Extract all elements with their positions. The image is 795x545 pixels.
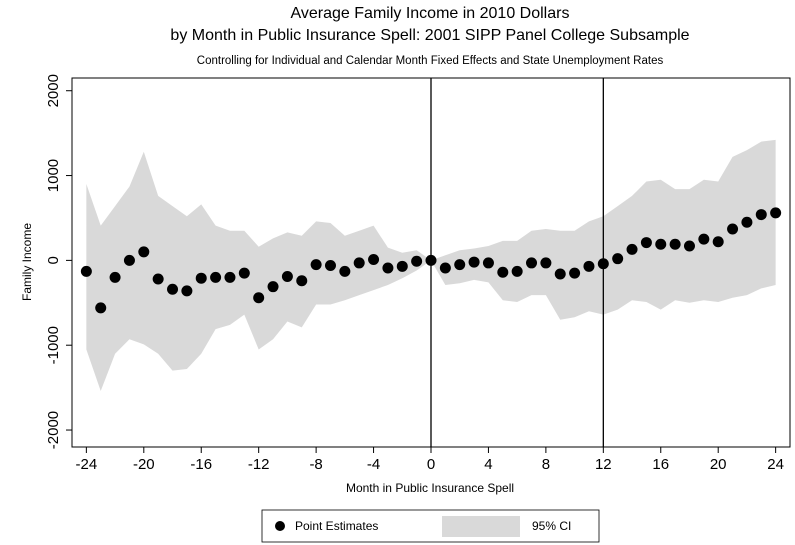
point	[353, 257, 365, 269]
point	[224, 271, 236, 283]
point	[181, 285, 193, 297]
point	[497, 266, 509, 278]
point	[626, 243, 638, 255]
y-tick-label: 0	[45, 256, 62, 264]
point	[123, 254, 135, 266]
point	[554, 268, 566, 280]
point	[396, 260, 408, 272]
chart-subtitle: by Month in Public Insurance Spell: 2001…	[170, 27, 689, 44]
point	[655, 238, 667, 250]
point	[195, 272, 207, 284]
point	[597, 258, 609, 270]
x-tick-label: 24	[767, 456, 784, 473]
chart-note: Controlling for Individual and Calendar …	[197, 55, 664, 67]
x-tick-label: -8	[309, 456, 322, 473]
point	[683, 240, 695, 252]
point	[296, 275, 308, 287]
point	[411, 255, 423, 267]
y-tick-label: 2000	[45, 74, 62, 107]
point	[612, 253, 624, 265]
point	[382, 262, 394, 274]
point	[526, 257, 538, 269]
legend-label: Point Estimates	[295, 519, 378, 533]
point	[238, 267, 250, 279]
x-tick-label: 16	[652, 456, 669, 473]
x-tick-label: 8	[542, 456, 550, 473]
point	[540, 257, 552, 269]
y-tick-label: 1000	[45, 159, 62, 192]
x-tick-label: -20	[133, 456, 155, 473]
point	[468, 256, 480, 268]
y-tick-label: -1000	[45, 326, 62, 364]
point	[324, 259, 336, 271]
y-axis-title: Family Income	[20, 223, 34, 301]
x-tick-label: 12	[595, 456, 612, 473]
ci-band	[86, 139, 776, 392]
point	[95, 302, 107, 314]
legend: Point Estimates 95% CI	[261, 509, 600, 543]
point	[167, 283, 179, 295]
legend-box	[261, 509, 600, 543]
y-tick-label: -2000	[45, 411, 62, 449]
legend-swatch	[442, 516, 520, 537]
point	[727, 223, 739, 235]
point	[511, 265, 523, 277]
point	[755, 209, 767, 221]
point	[368, 254, 380, 266]
point	[741, 216, 753, 228]
point	[310, 259, 322, 271]
x-tick-label: 0	[427, 456, 435, 473]
x-tick-label: -24	[76, 456, 98, 473]
point	[583, 260, 595, 272]
point	[339, 265, 351, 277]
x-tick-label: 4	[484, 456, 492, 473]
point	[281, 270, 293, 282]
point	[152, 273, 164, 285]
legend-label: 95% CI	[532, 519, 571, 533]
x-tick-label: -4	[367, 456, 380, 473]
x-tick-label: -16	[190, 456, 212, 473]
point	[482, 257, 494, 269]
point	[80, 265, 92, 277]
point	[698, 233, 710, 245]
point	[770, 207, 782, 219]
point	[253, 292, 265, 304]
point	[267, 281, 279, 293]
chart-title: Average Family Income in 2010 Dollars	[291, 5, 570, 22]
point	[640, 237, 652, 249]
point	[109, 271, 121, 283]
point	[454, 259, 466, 271]
point	[669, 238, 681, 250]
point	[439, 262, 451, 274]
point	[712, 236, 724, 248]
point	[425, 254, 437, 266]
point	[210, 271, 222, 283]
legend-marker	[275, 521, 285, 531]
point	[138, 246, 150, 258]
x-tick-label: -12	[248, 456, 270, 473]
x-tick-label: 20	[710, 456, 727, 473]
x-axis-title: Month in Public Insurance Spell	[346, 481, 514, 495]
point	[569, 267, 581, 279]
